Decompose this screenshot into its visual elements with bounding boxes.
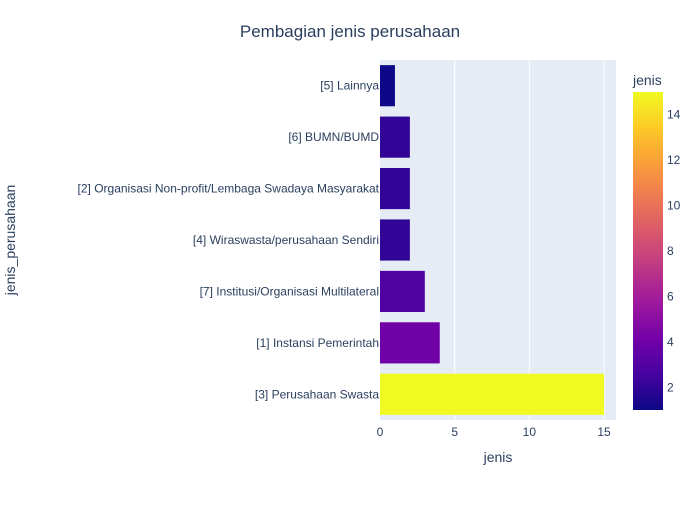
colorbar-tick-label: 10: [667, 199, 681, 213]
bar: [380, 322, 440, 364]
colorbar-title: jenis: [632, 72, 662, 88]
y-tick-label: [4] Wiraswasta/perusahaan Sendiri: [193, 233, 379, 247]
x-tick-label: 0: [377, 425, 384, 439]
colorbar-tick-label: 14: [667, 108, 681, 122]
y-axis-label: jenis_perusahaan: [2, 185, 18, 297]
bar: [380, 373, 605, 415]
plot-background: [380, 60, 616, 420]
colorbar-tick-label: 12: [667, 153, 681, 167]
x-tick-label: 5: [451, 425, 458, 439]
bar: [380, 219, 410, 261]
colorbar: [633, 92, 663, 410]
colorbar-tick-label: 6: [667, 289, 674, 303]
bar: [380, 270, 425, 312]
bar: [380, 116, 410, 158]
bar: [380, 65, 395, 107]
bar: [380, 168, 410, 210]
x-axis-label: jenis: [483, 449, 513, 465]
colorbar-tick-label: 2: [667, 380, 674, 394]
y-tick-label: [3] Perusahaan Swasta: [255, 387, 379, 401]
x-tick-label: 10: [523, 425, 537, 439]
y-tick-label: [7] Institusi/Organisasi Multilateral: [200, 284, 379, 298]
y-tick-label: [1] Instansi Pemerintah: [256, 336, 379, 350]
colorbar-tick-label: 4: [667, 335, 674, 349]
x-tick-label: 15: [597, 425, 611, 439]
colorbar-tick-label: 8: [667, 244, 674, 258]
chart-title: Pembagian jenis perusahaan: [240, 22, 460, 41]
y-tick-label: [2] Organisasi Non-profit/Lembaga Swaday…: [78, 182, 380, 196]
y-tick-label: [5] Lainnya: [320, 79, 379, 93]
y-tick-label: [6] BUMN/BUMD: [288, 130, 379, 144]
